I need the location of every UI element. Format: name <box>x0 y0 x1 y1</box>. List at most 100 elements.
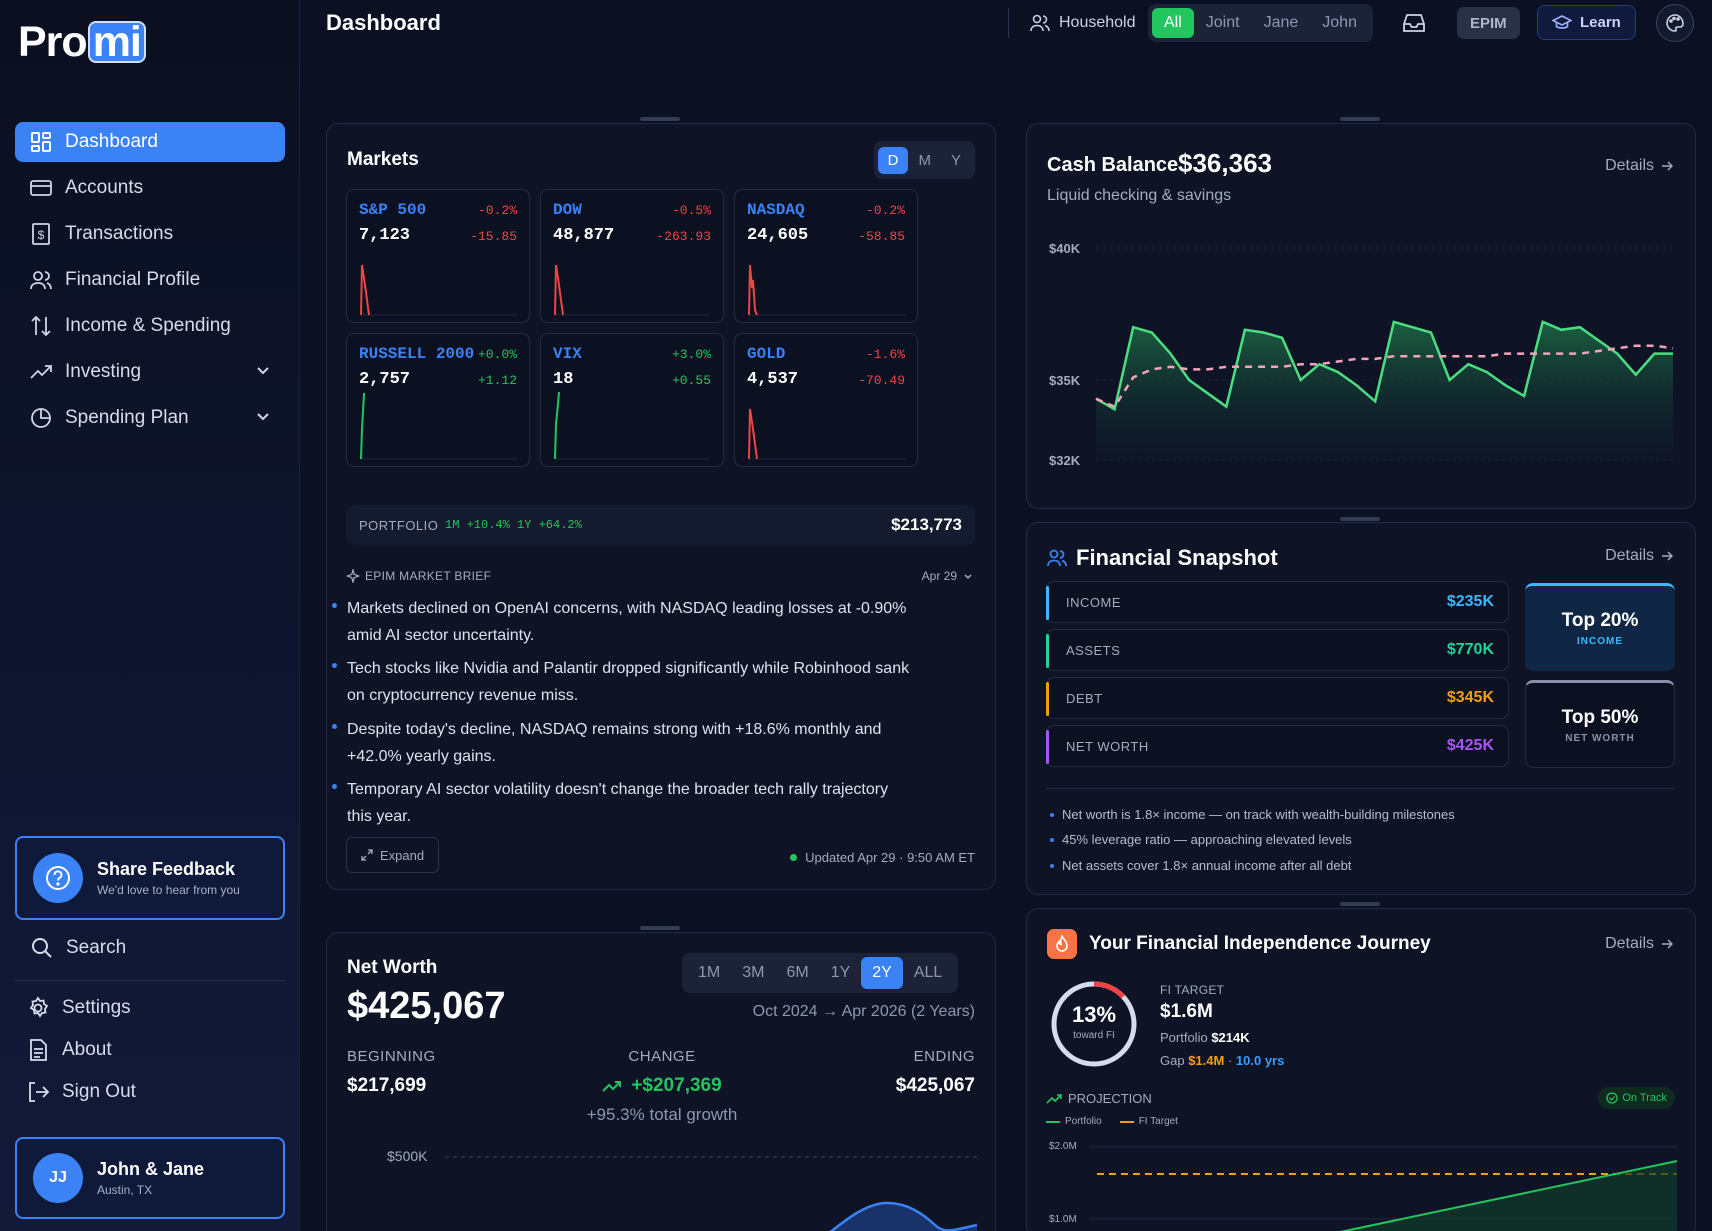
snapshot-row[interactable]: ASSETS $770K <box>1046 629 1509 671</box>
market-tile[interactable]: NASDAQ -0.2% 24,605 -58.85 <box>734 189 918 323</box>
search-label: Search <box>66 937 127 958</box>
drag-handle[interactable] <box>640 926 680 930</box>
document-icon <box>26 1038 50 1062</box>
search-icon <box>30 936 54 960</box>
sign-out-link[interactable]: Sign Out <box>26 1080 286 1104</box>
tf-1y[interactable]: 1Y <box>830 964 851 981</box>
sidebar: Pro mi Dashboard Accounts $ Transactions … <box>0 0 300 1231</box>
tf-3m[interactable]: 3M <box>742 964 765 981</box>
portfolio-strip[interactable]: PORTFOLIO 1M +10.4% 1Y +64.2% $213,773 <box>346 505 975 545</box>
nav-spending-plan[interactable]: Spending Plan <box>15 398 285 438</box>
cash-details-link[interactable]: Details <box>1605 157 1673 175</box>
snapshot-row[interactable]: NET WORTH $425K <box>1046 725 1509 767</box>
market-tile[interactable]: RUSSELL 2000 +0.0% 2,757 +1.12 <box>346 333 530 467</box>
promi-logo[interactable]: Pro mi <box>18 18 146 67</box>
tf-all[interactable]: ALL <box>913 964 943 981</box>
nav-financial-profile[interactable]: Financial Profile <box>15 260 285 300</box>
nav-dashboard[interactable]: Dashboard <box>15 122 285 162</box>
nav-investing[interactable]: Investing <box>15 352 285 392</box>
filter-jane[interactable]: Jane <box>1263 14 1299 31</box>
fi-percent-sub: toward FI <box>1073 1030 1115 1041</box>
market-value: 4,537 <box>747 370 799 389</box>
change-value-row: +$207,369 <box>327 1075 997 1097</box>
inbox-icon[interactable] <box>1402 12 1426 39</box>
drag-handle[interactable] <box>1340 902 1380 906</box>
nav-accounts[interactable]: Accounts <box>15 168 285 208</box>
cash-line <box>1095 320 1673 412</box>
drag-handle[interactable] <box>1340 517 1380 521</box>
epim-button[interactable]: EPIM <box>1457 7 1520 39</box>
chevron-down-icon[interactable] <box>255 408 271 430</box>
income-percentile-tile[interactable]: Top 20% INCOME <box>1525 583 1675 671</box>
user-profile-card[interactable]: JJ John & Jane Austin, TX <box>15 1137 285 1219</box>
market-pct: -1.6% <box>865 347 905 362</box>
snapshot-row-accent <box>1046 634 1049 668</box>
market-brief-header: EPIM MARKET BRIEF <box>346 569 491 583</box>
market-tile[interactable]: S&P 500 -0.2% 7,123 -15.85 <box>346 189 530 323</box>
fi-details-link[interactable]: Details <box>1605 935 1673 953</box>
snapshot-row[interactable]: DEBT $345K <box>1046 677 1509 719</box>
nav-income-spending[interactable]: Income & Spending <box>15 306 285 346</box>
fi-journey-card: Your Financial Independence Journey Deta… <box>1026 908 1696 1231</box>
snapshot-details-link[interactable]: Details <box>1605 547 1673 565</box>
avatar: JJ <box>33 1153 83 1203</box>
snapshot-insight: 45% leverage ratio — approaching elevate… <box>1050 832 1352 847</box>
nav-transactions[interactable]: $ Transactions <box>15 214 285 254</box>
share-feedback-button[interactable]: Share Feedback We'd love to hear from yo… <box>15 836 285 920</box>
period-month[interactable]: M <box>918 151 931 169</box>
chevron-down-icon[interactable] <box>255 362 271 384</box>
tf-2y[interactable]: 2Y <box>861 957 903 989</box>
updated-status: Updated Apr 29 · 9:50 AM ET <box>790 850 975 865</box>
markets-card: Markets D M Y S&P 500 -0.2% 7,123 -15.85 DOW… <box>326 123 996 890</box>
trend-up-icon <box>1046 1093 1062 1104</box>
nav-label: Investing <box>65 361 142 382</box>
check-circle-icon <box>1606 1092 1619 1104</box>
palette-icon[interactable] <box>1656 4 1694 42</box>
beginning-label: BEGINNING <box>347 1048 436 1065</box>
filter-john[interactable]: John <box>1322 14 1357 31</box>
expand-button[interactable]: Expand <box>346 837 440 873</box>
snapshot-row-label: DEBT <box>1066 690 1103 706</box>
period-year[interactable]: Y <box>950 151 961 169</box>
feedback-subtitle: We'd love to hear from you <box>97 883 240 897</box>
sidebar-nav: Dashboard Accounts $ Transactions Financ… <box>15 122 285 444</box>
y-tick-label: $40K <box>1049 241 1081 256</box>
tf-6m[interactable]: 6M <box>786 964 809 981</box>
cash-area <box>1096 321 1673 464</box>
settings-link[interactable]: Settings <box>26 996 286 1020</box>
drag-handle[interactable] <box>1340 117 1380 121</box>
tf-1m[interactable]: 1M <box>698 964 721 981</box>
fi-target-value: $1.6M <box>1160 1001 1213 1022</box>
date-range: Oct 2024 → Apr 2026 (2 Years) <box>752 1003 975 1020</box>
market-tile[interactable]: DOW -0.5% 48,877 -263.93 <box>540 189 724 323</box>
net-worth-percentile-tile[interactable]: Top 50% NET WORTH <box>1525 680 1675 768</box>
snapshot-row[interactable]: INCOME $235K <box>1046 581 1509 623</box>
portfolio-value: $213,773 <box>891 515 962 534</box>
portfolio-1m: 1M +10.4% <box>445 518 510 532</box>
ring-progress <box>1051 981 1137 1067</box>
snapshot-header: Financial Snapshot <box>1047 545 1278 571</box>
filter-joint[interactable]: Joint <box>1205 14 1240 31</box>
fi-percent: 13% <box>1071 1002 1117 1027</box>
sparkline <box>360 264 517 316</box>
topbar-divider <box>1008 8 1009 38</box>
market-tile[interactable]: GOLD -1.6% 4,537 -70.49 <box>734 333 918 467</box>
snapshot-row-value: $425K <box>1446 737 1494 754</box>
filter-all[interactable]: All <box>1152 8 1194 38</box>
market-value: 24,605 <box>747 226 809 245</box>
financial-snapshot-card: Financial Snapshot Details INCOME $235K AS… <box>1026 522 1696 895</box>
drag-handle[interactable] <box>640 117 680 121</box>
portfolio-label: PORTFOLIO <box>359 518 439 533</box>
period-day[interactable]: D <box>877 146 909 174</box>
sparkline <box>748 408 905 460</box>
sidebar-divider <box>15 980 285 981</box>
brief-date-dropdown[interactable]: Apr 29 <box>922 569 973 583</box>
about-link[interactable]: About <box>26 1038 286 1062</box>
market-period-toggle: D M Y <box>873 141 975 179</box>
arrow-right-icon <box>1661 550 1673 562</box>
search-button[interactable]: Search <box>30 936 126 960</box>
proj-y-label: $1.0M <box>1049 1214 1077 1225</box>
market-change: -58.85 <box>858 229 905 244</box>
learn-button[interactable]: Learn <box>1537 5 1636 40</box>
market-tile[interactable]: VIX +3.0% 18 +0.55 <box>540 333 724 467</box>
